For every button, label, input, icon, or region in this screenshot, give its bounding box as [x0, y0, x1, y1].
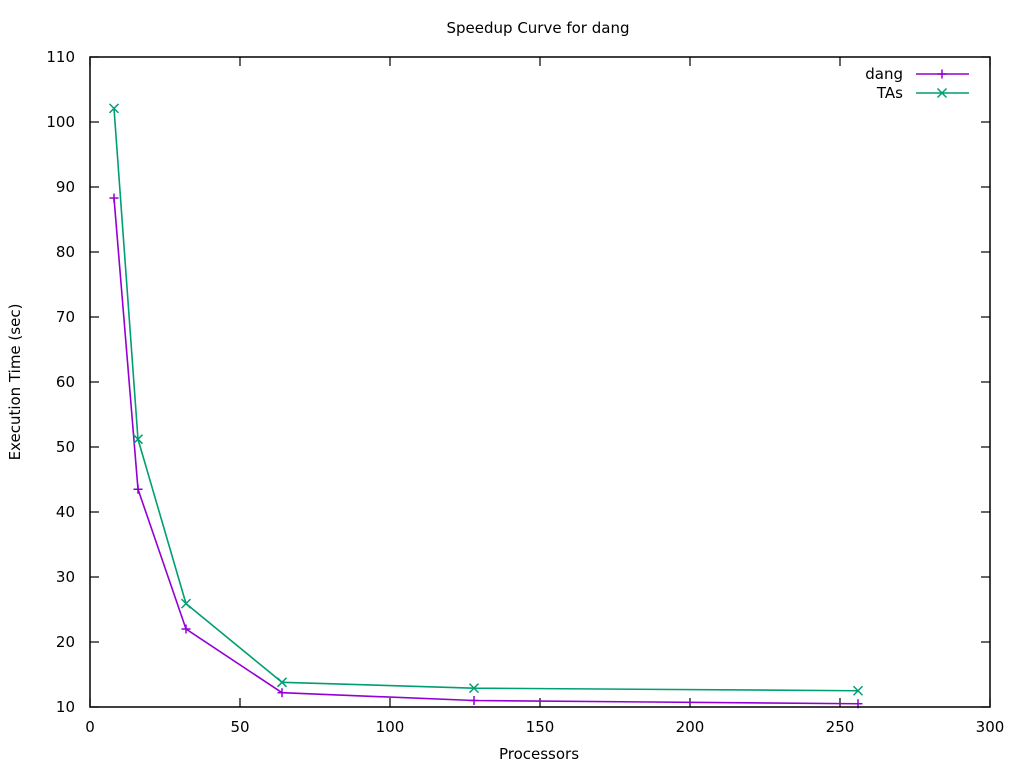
chart-title: Speedup Curve for dang — [447, 19, 630, 37]
data-point — [469, 696, 479, 705]
x-tick-label: 250 — [826, 718, 855, 736]
data-point — [276, 677, 288, 688]
y-tick-label: 110 — [46, 48, 75, 66]
x-tick-label: 200 — [676, 718, 705, 736]
legend-label: TAs — [876, 84, 903, 102]
data-point — [852, 685, 864, 696]
legend-marker — [937, 69, 947, 79]
x-tick-label: 0 — [85, 718, 95, 736]
legend-marker — [936, 87, 948, 99]
axis-ticks — [89, 56, 991, 708]
series-tas — [108, 103, 864, 696]
y-tick-label: 70 — [56, 308, 75, 326]
y-tick-label: 10 — [56, 698, 75, 716]
y-tick-label: 60 — [56, 373, 75, 391]
y-tick-label: 100 — [46, 113, 75, 131]
data-point — [180, 598, 192, 609]
series-dang — [109, 193, 863, 709]
data-point — [181, 624, 191, 634]
tick-labels: 0 50 100 150 200 250 300 10 20 30 40 50 60 70 80 90 100 1… — [46, 48, 1004, 736]
data-point — [109, 193, 119, 203]
y-tick-label: 80 — [56, 243, 75, 261]
series-line — [113, 108, 859, 692]
y-axis-title: Execution Time (sec) — [6, 304, 24, 461]
legend-entry-tas: TAs — [876, 84, 969, 102]
y-tick-label: 30 — [56, 568, 75, 586]
data-point — [108, 103, 120, 114]
data-point — [468, 683, 480, 694]
legend-entry-dang: dang — [865, 65, 969, 83]
data-point — [133, 484, 143, 494]
x-tick-label: 50 — [230, 718, 249, 736]
plot-frame — [89, 56, 991, 708]
data-point — [132, 434, 144, 445]
x-tick-label: 100 — [376, 718, 405, 736]
series-layer — [108, 103, 864, 709]
y-tick-label: 90 — [56, 178, 75, 196]
x-tick-label: 150 — [526, 718, 555, 736]
data-point — [277, 688, 287, 698]
y-tick-label: 50 — [56, 438, 75, 456]
legend-label: dang — [865, 65, 903, 83]
series-line — [113, 197, 859, 705]
x-axis-title: Processors — [499, 745, 579, 763]
y-tick-label: 20 — [56, 633, 75, 651]
x-tick-label: 300 — [976, 718, 1005, 736]
y-tick-label: 40 — [56, 503, 75, 521]
